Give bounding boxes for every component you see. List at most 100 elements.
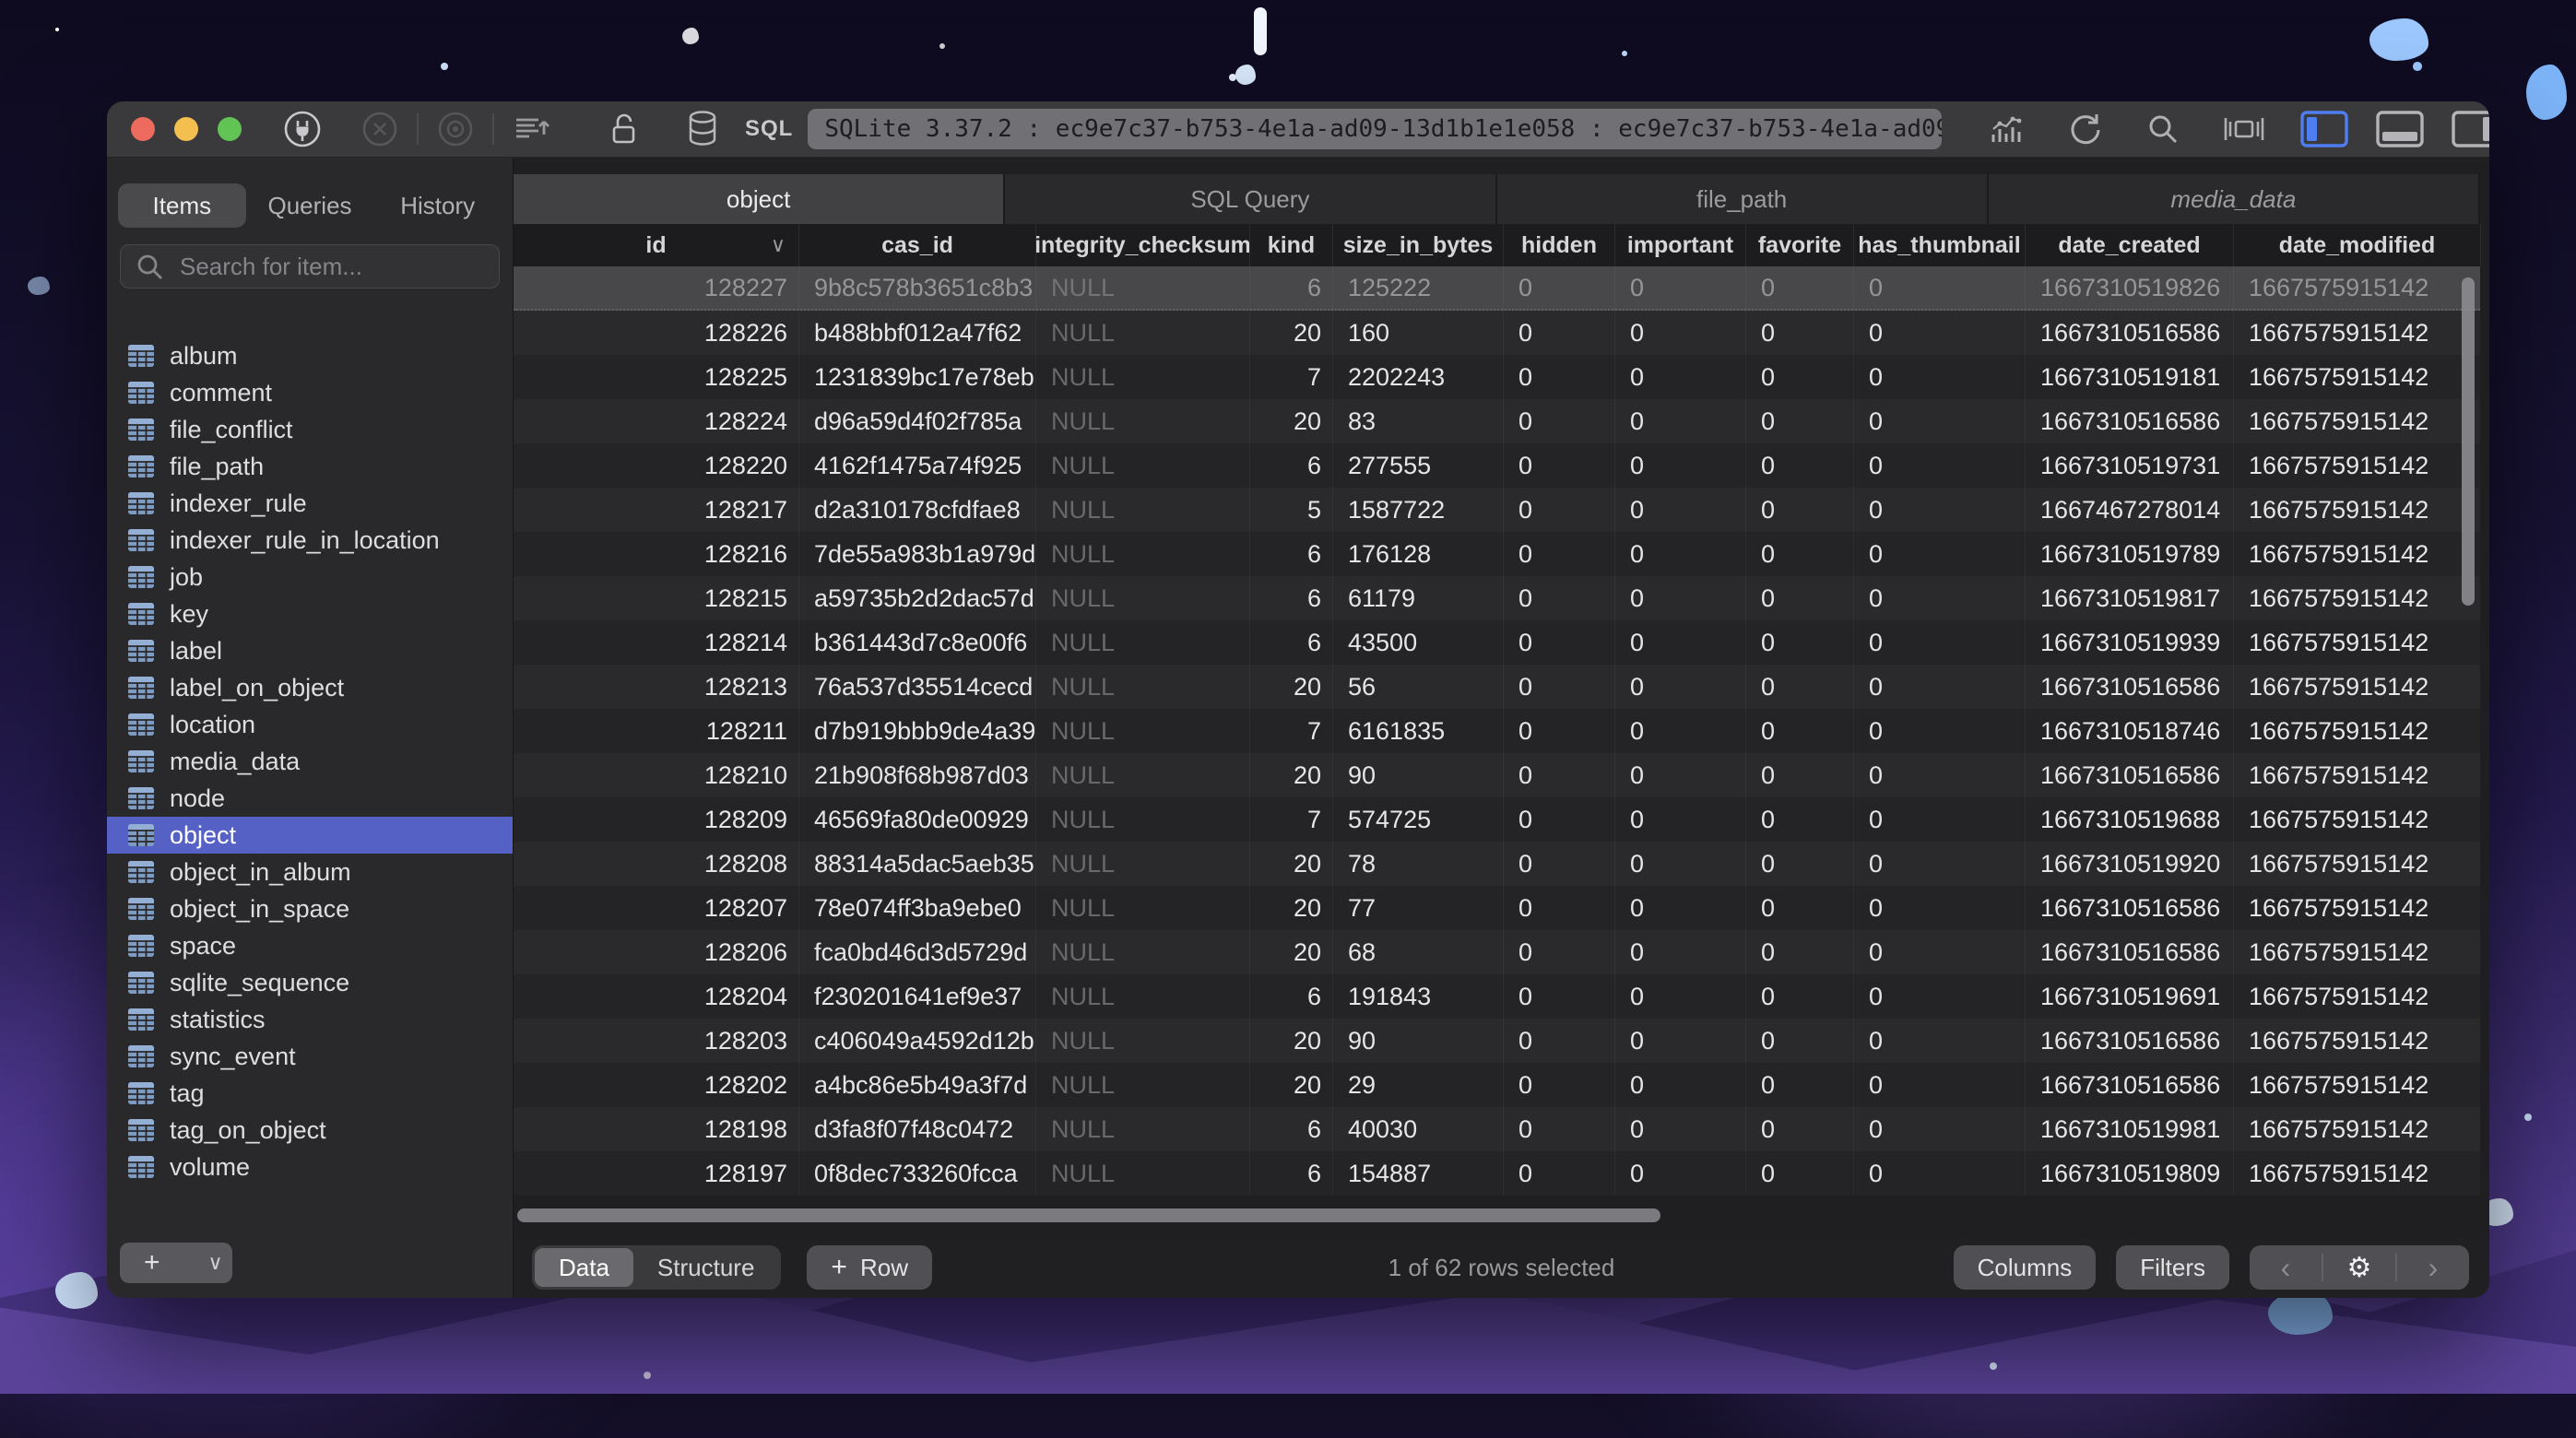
cell-important[interactable]: 0 <box>1615 532 1746 576</box>
cell-date_created[interactable]: 1667310516586 <box>2026 1063 2234 1107</box>
cell-kind[interactable]: 6 <box>1250 620 1333 665</box>
cell-hidden[interactable]: 0 <box>1504 1063 1615 1107</box>
cell-date_created[interactable]: 1667310516586 <box>2026 753 2234 797</box>
cell-integrity_checksum[interactable]: NULL <box>1036 443 1250 488</box>
cell-cas_id[interactable]: 7de55a983b1a979d <box>799 532 1036 576</box>
cell-id[interactable]: 128214 <box>514 620 799 665</box>
cell-size_in_bytes[interactable]: 6161835 <box>1333 709 1504 753</box>
cell-date_created[interactable]: 1667310519688 <box>2026 797 2234 842</box>
cell-date_modified[interactable]: 1667575915142 <box>2234 620 2480 665</box>
cell-cas_id[interactable]: 21b908f68b987d03 <box>799 753 1036 797</box>
fit-width-icon[interactable] <box>2220 111 2268 147</box>
cell-has_thumbnail[interactable]: 0 <box>1854 886 2026 930</box>
table-row[interactable]: 128214 b361443d7c8e00f6 NULL 6 43500 0 0 0 0 1667… <box>514 620 2480 665</box>
cell-cas_id[interactable]: 46569fa80de00929 <box>799 797 1036 842</box>
cell-integrity_checksum[interactable]: NULL <box>1036 1063 1250 1107</box>
cell-kind[interactable]: 20 <box>1250 1019 1333 1063</box>
cell-kind[interactable]: 5 <box>1250 488 1333 532</box>
add-row-button[interactable]: + Row <box>807 1245 932 1290</box>
cell-size_in_bytes[interactable]: 125222 <box>1333 266 1504 309</box>
cell-important[interactable]: 0 <box>1615 399 1746 443</box>
cell-hidden[interactable]: 0 <box>1504 930 1615 974</box>
cell-kind[interactable]: 20 <box>1250 930 1333 974</box>
sidebar-item-file_conflict[interactable]: file_conflict <box>107 411 513 448</box>
cell-hidden[interactable]: 0 <box>1504 355 1615 399</box>
cell-cas_id[interactable]: f230201641ef9e37 <box>799 974 1036 1019</box>
cell-has_thumbnail[interactable]: 0 <box>1854 842 2026 886</box>
cell-kind[interactable]: 6 <box>1250 266 1333 309</box>
cell-integrity_checksum[interactable]: NULL <box>1036 797 1250 842</box>
cell-date_modified[interactable]: 1667575915142 <box>2234 709 2480 753</box>
cell-id[interactable]: 128208 <box>514 842 799 886</box>
sidebar-tab-items[interactable]: Items <box>118 183 246 228</box>
cell-date_created[interactable]: 1667310519826 <box>2026 266 2234 309</box>
cell-favorite[interactable]: 0 <box>1746 797 1854 842</box>
table-row[interactable]: 128226 b488bbf012a47f62 NULL 20 160 0 0 0 0 16673… <box>514 311 2480 355</box>
column-header-kind[interactable]: kind <box>1250 224 1333 266</box>
cell-favorite[interactable]: 0 <box>1746 842 1854 886</box>
settings-gear-button[interactable]: ⚙ <box>2346 1252 2372 1283</box>
cell-size_in_bytes[interactable]: 277555 <box>1333 443 1504 488</box>
sidebar-search[interactable] <box>120 244 500 289</box>
table-row[interactable]: 128225 1231839bc17e78eb NULL 7 2202243 0 0 0 0 16… <box>514 355 2480 399</box>
cell-id[interactable]: 128225 <box>514 355 799 399</box>
cell-has_thumbnail[interactable]: 0 <box>1854 1019 2026 1063</box>
content-tab-media_data[interactable]: media_data <box>1988 174 2480 224</box>
column-header-date_modified[interactable]: date_modified <box>2234 224 2481 266</box>
cell-important[interactable]: 0 <box>1615 311 1746 355</box>
sidebar-item-tag[interactable]: tag <box>107 1075 513 1112</box>
table-row[interactable]: 128220 4162f1475a74f925 NULL 6 277555 0 0 0 0 166… <box>514 443 2480 488</box>
cell-hidden[interactable]: 0 <box>1504 1019 1615 1063</box>
cell-size_in_bytes[interactable]: 40030 <box>1333 1107 1504 1151</box>
cell-cas_id[interactable]: d7b919bbb9de4a39 <box>799 709 1036 753</box>
cell-id[interactable]: 128207 <box>514 886 799 930</box>
cell-important[interactable]: 0 <box>1615 709 1746 753</box>
cell-favorite[interactable]: 0 <box>1746 266 1854 309</box>
cell-size_in_bytes[interactable]: 56 <box>1333 665 1504 709</box>
cell-date_modified[interactable]: 1667575915142 <box>2234 1107 2480 1151</box>
sidebar-item-statistics[interactable]: statistics <box>107 1001 513 1038</box>
cell-date_created[interactable]: 1667310516586 <box>2026 1019 2234 1063</box>
cell-date_created[interactable]: 1667467278014 <box>2026 488 2234 532</box>
cell-kind[interactable]: 6 <box>1250 576 1333 620</box>
cell-favorite[interactable]: 0 <box>1746 576 1854 620</box>
cell-hidden[interactable]: 0 <box>1504 974 1615 1019</box>
sidebar-item-album[interactable]: album <box>107 337 513 374</box>
cell-hidden[interactable]: 0 <box>1504 753 1615 797</box>
cell-id[interactable]: 128211 <box>514 709 799 753</box>
table-row[interactable]: 128208 88314a5dac5aeb35 NULL 20 78 0 0 0 0 166731… <box>514 842 2480 886</box>
data-view-button[interactable]: Data <box>535 1248 633 1287</box>
cell-favorite[interactable]: 0 <box>1746 1019 1854 1063</box>
table-row[interactable]: 128207 78e074ff3ba9ebe0 NULL 20 77 0 0 0 0 166731… <box>514 886 2480 930</box>
cell-hidden[interactable]: 0 <box>1504 886 1615 930</box>
disconnect-icon[interactable] <box>360 109 400 149</box>
column-header-important[interactable]: important <box>1615 224 1746 266</box>
cell-id[interactable]: 128198 <box>514 1107 799 1151</box>
sidebar-item-media_data[interactable]: media_data <box>107 743 513 780</box>
column-header-date_created[interactable]: date_created <box>2026 224 2234 266</box>
cell-date_created[interactable]: 1667310519981 <box>2026 1107 2234 1151</box>
sidebar-item-sqlite_sequence[interactable]: sqlite_sequence <box>107 964 513 1001</box>
cell-integrity_checksum[interactable]: NULL <box>1036 1151 1250 1196</box>
cell-date_modified[interactable]: 1667575915142 <box>2234 930 2480 974</box>
columns-button[interactable]: Columns <box>1953 1245 2097 1290</box>
cell-id[interactable]: 128226 <box>514 311 799 355</box>
unlock-icon[interactable] <box>605 109 642 149</box>
search-icon[interactable] <box>2143 109 2183 149</box>
cell-cas_id[interactable]: b488bbf012a47f62 <box>799 311 1036 355</box>
cell-hidden[interactable]: 0 <box>1504 842 1615 886</box>
cell-cas_id[interactable]: d96a59d4f02f785a <box>799 399 1036 443</box>
cell-integrity_checksum[interactable]: NULL <box>1036 886 1250 930</box>
cell-has_thumbnail[interactable]: 0 <box>1854 355 2026 399</box>
cell-important[interactable]: 0 <box>1615 753 1746 797</box>
sidebar-item-volume[interactable]: volume <box>107 1149 513 1185</box>
cell-size_in_bytes[interactable]: 176128 <box>1333 532 1504 576</box>
cell-important[interactable]: 0 <box>1615 842 1746 886</box>
cell-cas_id[interactable]: 4162f1475a74f925 <box>799 443 1036 488</box>
column-header-id[interactable]: id ∨ <box>514 224 799 266</box>
cell-integrity_checksum[interactable]: NULL <box>1036 665 1250 709</box>
cell-integrity_checksum[interactable]: NULL <box>1036 974 1250 1019</box>
table-row[interactable]: 128197 0f8dec733260fcca NULL 6 154887 0 0 0 0 166… <box>514 1151 2480 1196</box>
cell-integrity_checksum[interactable]: NULL <box>1036 930 1250 974</box>
cell-kind[interactable]: 6 <box>1250 974 1333 1019</box>
